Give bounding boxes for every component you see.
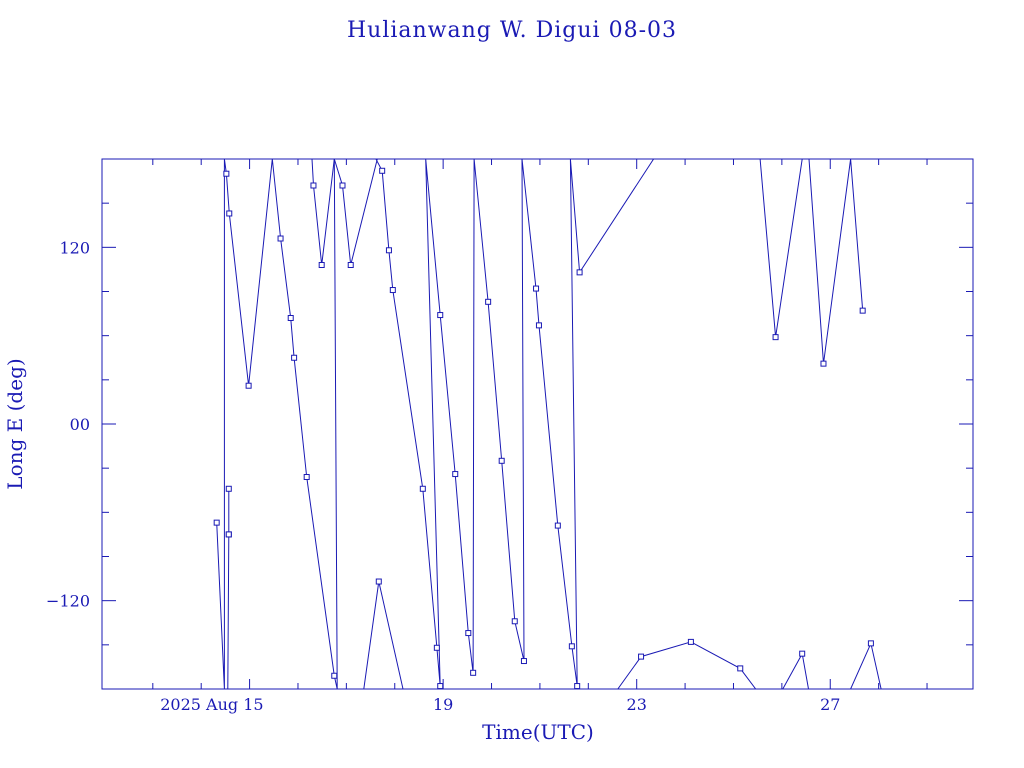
plot-frame xyxy=(101,158,974,690)
series-line xyxy=(850,641,882,689)
data-point xyxy=(772,334,779,341)
data-point xyxy=(638,653,645,660)
data-point xyxy=(339,182,346,189)
y-tick-label: 120 xyxy=(59,238,90,257)
data-point xyxy=(574,683,581,690)
data-point xyxy=(437,683,444,690)
data-point xyxy=(287,315,294,321)
data-point xyxy=(213,519,220,526)
x-tick-labels: 2025 Aug 15 19 23 27 xyxy=(160,695,840,714)
data-point xyxy=(277,235,284,242)
x-axis-label: Time(UTC) xyxy=(482,720,594,744)
axis-ticks xyxy=(102,159,973,689)
y-tick-label: 00 xyxy=(70,415,90,434)
data-point xyxy=(437,312,444,319)
y-tick-label: −120 xyxy=(46,592,90,611)
series-line xyxy=(808,159,864,364)
x-tick-label: 27 xyxy=(820,695,840,714)
series-line xyxy=(311,159,335,266)
data-point xyxy=(737,665,744,672)
data-point xyxy=(291,354,298,361)
data-point xyxy=(452,471,459,478)
data-point xyxy=(520,658,527,665)
data-point xyxy=(245,382,252,389)
data-point xyxy=(225,531,232,538)
data-point xyxy=(225,485,232,492)
data-point xyxy=(433,644,440,651)
data-point xyxy=(303,474,310,480)
data-point xyxy=(511,618,518,625)
series-line xyxy=(782,652,809,689)
data-point xyxy=(470,669,477,676)
data-point xyxy=(820,360,827,367)
data-point xyxy=(331,672,338,679)
series-line xyxy=(227,488,230,689)
data-point xyxy=(226,210,233,217)
data-point xyxy=(533,285,540,292)
chart-title: Hulianwang W. Digui 08-03 xyxy=(347,18,677,43)
y-tick-labels: 120 00 −120 xyxy=(46,238,90,610)
series-line xyxy=(363,581,404,689)
data-point xyxy=(318,262,325,268)
data-point xyxy=(419,485,426,492)
data-point xyxy=(498,457,505,464)
data-point xyxy=(568,643,575,650)
data-point xyxy=(799,650,806,657)
data-point xyxy=(465,630,472,637)
series-line xyxy=(759,159,803,338)
data-point xyxy=(389,287,396,294)
x-tick-label: 19 xyxy=(433,695,453,714)
data-point xyxy=(687,638,694,645)
x-tick-label: 2025 Aug 15 xyxy=(160,695,263,714)
data-point xyxy=(485,298,492,305)
data-point xyxy=(859,307,866,314)
data-point xyxy=(375,578,382,585)
data-point xyxy=(385,247,392,254)
data-point xyxy=(223,170,230,177)
series-line xyxy=(617,641,757,689)
x-tick-label: 23 xyxy=(627,695,647,714)
data-point xyxy=(379,167,386,174)
series-group xyxy=(213,159,882,690)
y-axis-label: Long E (deg) xyxy=(3,358,27,489)
data-point xyxy=(535,322,542,329)
data-point xyxy=(347,262,354,268)
data-point xyxy=(310,182,317,189)
data-point xyxy=(576,269,583,276)
data-point xyxy=(867,640,874,647)
data-point xyxy=(554,522,561,529)
